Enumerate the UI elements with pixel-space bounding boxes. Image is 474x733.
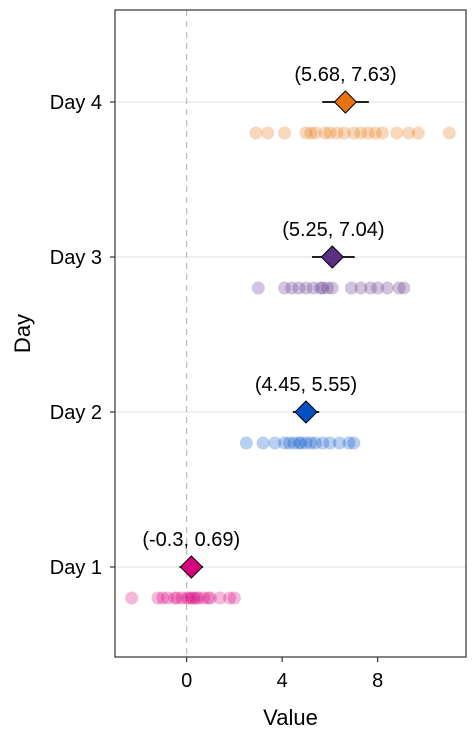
data-point-4-3 xyxy=(278,127,291,140)
data-point-2-1 xyxy=(240,437,253,450)
data-point-4-15 xyxy=(376,127,389,140)
data-point-2-16 xyxy=(347,437,360,450)
x-tick-label-2: 4 xyxy=(277,670,288,692)
y-tick-label-2: Day 2 xyxy=(50,402,102,424)
x-axis: 0 4 8 xyxy=(181,657,383,692)
y-tick-label-3: Day 3 xyxy=(50,247,102,269)
data-point-3-15 xyxy=(381,282,394,295)
data-point-4-2 xyxy=(261,127,274,140)
data-point-3-10 xyxy=(326,282,339,295)
data-point-1-1 xyxy=(125,592,138,605)
data-point-3-1 xyxy=(252,282,265,295)
y-tick-label-1: Day 1 xyxy=(50,557,102,579)
data-point-3-17 xyxy=(397,282,410,295)
ci-label-2: (4.45, 5.55) xyxy=(255,374,357,396)
ci-label-4: (5.68, 7.63) xyxy=(294,64,396,86)
data-point-4-1 xyxy=(249,127,262,140)
plot-panel-bg xyxy=(115,10,466,657)
x-tick-label-3: 8 xyxy=(372,670,383,692)
data-point-4-19 xyxy=(443,127,456,140)
x-tick-label-1: 0 xyxy=(181,670,192,692)
x-axis-title: Value xyxy=(263,705,318,730)
data-point-2-2 xyxy=(257,437,270,450)
y-axis-title: Day xyxy=(10,314,35,353)
y-axis: Day 1 Day 2 Day 3 Day 4 xyxy=(50,92,115,579)
ci-label-1: (-0.3, 0.69) xyxy=(142,529,240,551)
data-point-4-18 xyxy=(412,127,425,140)
data-point-4-16 xyxy=(390,127,403,140)
data-point-1-19 xyxy=(228,592,241,605)
ci-label-3: (5.25, 7.04) xyxy=(282,219,384,241)
y-tick-label-4: Day 4 xyxy=(50,92,102,114)
